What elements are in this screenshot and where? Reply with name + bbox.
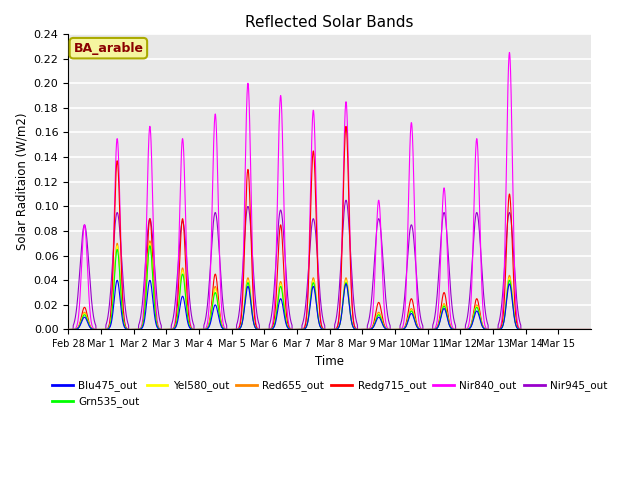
Nir840_out xyxy=(173,302,180,308)
Line: Redg715_out: Redg715_out xyxy=(68,126,591,329)
Yel580_out xyxy=(146,240,154,246)
Nir945_out xyxy=(512,289,520,295)
Blu475_out xyxy=(349,324,356,329)
Nir945_out xyxy=(349,288,356,294)
Red655_out xyxy=(499,323,506,329)
Redg715_out xyxy=(512,316,520,322)
Red655_out xyxy=(588,326,595,332)
Blu475_out xyxy=(512,323,520,329)
Blu475_out xyxy=(588,326,595,332)
Redg715_out xyxy=(499,317,506,323)
Blu475_out xyxy=(113,277,121,283)
Grn535_out xyxy=(349,324,356,329)
Red655_out xyxy=(377,313,385,319)
Nir945_out xyxy=(588,326,595,332)
Y-axis label: Solar Raditaion (W/m2): Solar Raditaion (W/m2) xyxy=(15,113,28,251)
Yel580_out xyxy=(512,323,520,328)
Grn535_out xyxy=(588,326,595,332)
Nir840_out xyxy=(349,311,356,316)
Line: Red655_out: Red655_out xyxy=(68,241,591,329)
Nir840_out xyxy=(499,310,506,315)
Nir840_out xyxy=(64,326,72,332)
Nir945_out xyxy=(64,326,72,332)
Text: BA_arable: BA_arable xyxy=(74,42,143,55)
Title: Reflected Solar Bands: Reflected Solar Bands xyxy=(245,15,414,30)
Blu475_out xyxy=(473,308,481,314)
Nir840_out xyxy=(473,136,481,142)
Blu475_out xyxy=(64,326,72,332)
Redg715_out xyxy=(342,123,350,129)
Redg715_out xyxy=(473,296,481,301)
Yel580_out xyxy=(588,326,595,332)
Red655_out xyxy=(349,323,356,329)
Grn535_out xyxy=(499,324,506,329)
Line: Blu475_out: Blu475_out xyxy=(68,280,591,329)
Grn535_out xyxy=(473,304,481,310)
Line: Yel580_out: Yel580_out xyxy=(68,243,591,329)
Yel580_out xyxy=(64,326,72,332)
Red655_out xyxy=(64,326,72,332)
Nir840_out xyxy=(377,227,385,232)
Grn535_out xyxy=(512,323,520,329)
Nir945_out xyxy=(499,291,506,297)
Nir945_out xyxy=(377,229,385,235)
Grn535_out xyxy=(64,326,72,332)
Nir945_out xyxy=(342,197,350,203)
Redg715_out xyxy=(349,313,356,319)
Line: Nir945_out: Nir945_out xyxy=(68,200,591,329)
Blu475_out xyxy=(173,322,180,328)
Nir945_out xyxy=(473,210,481,216)
Line: Nir840_out: Nir840_out xyxy=(68,52,591,329)
Redg715_out xyxy=(173,312,180,318)
Grn535_out xyxy=(173,319,180,325)
Blu475_out xyxy=(499,324,506,329)
Line: Grn535_out: Grn535_out xyxy=(68,246,591,329)
Nir840_out xyxy=(588,326,595,332)
Nir840_out xyxy=(506,49,513,55)
Legend: Blu475_out, Grn535_out, Yel580_out, Red655_out, Redg715_out, Nir840_out, Nir945_: Blu475_out, Grn535_out, Yel580_out, Red6… xyxy=(48,376,611,411)
Red655_out xyxy=(146,238,154,244)
Redg715_out xyxy=(64,326,72,332)
Yel580_out xyxy=(473,303,481,309)
Red655_out xyxy=(173,318,180,324)
Yel580_out xyxy=(349,324,356,329)
Yel580_out xyxy=(173,319,180,324)
Nir840_out xyxy=(512,306,520,312)
Yel580_out xyxy=(499,323,506,329)
Nir945_out xyxy=(173,284,180,289)
Yel580_out xyxy=(377,314,385,320)
Red655_out xyxy=(473,302,481,308)
Redg715_out xyxy=(588,326,595,332)
Grn535_out xyxy=(377,315,385,321)
Redg715_out xyxy=(377,306,385,312)
X-axis label: Time: Time xyxy=(315,355,344,368)
Grn535_out xyxy=(146,243,154,249)
Blu475_out xyxy=(377,317,385,323)
Red655_out xyxy=(512,323,520,328)
